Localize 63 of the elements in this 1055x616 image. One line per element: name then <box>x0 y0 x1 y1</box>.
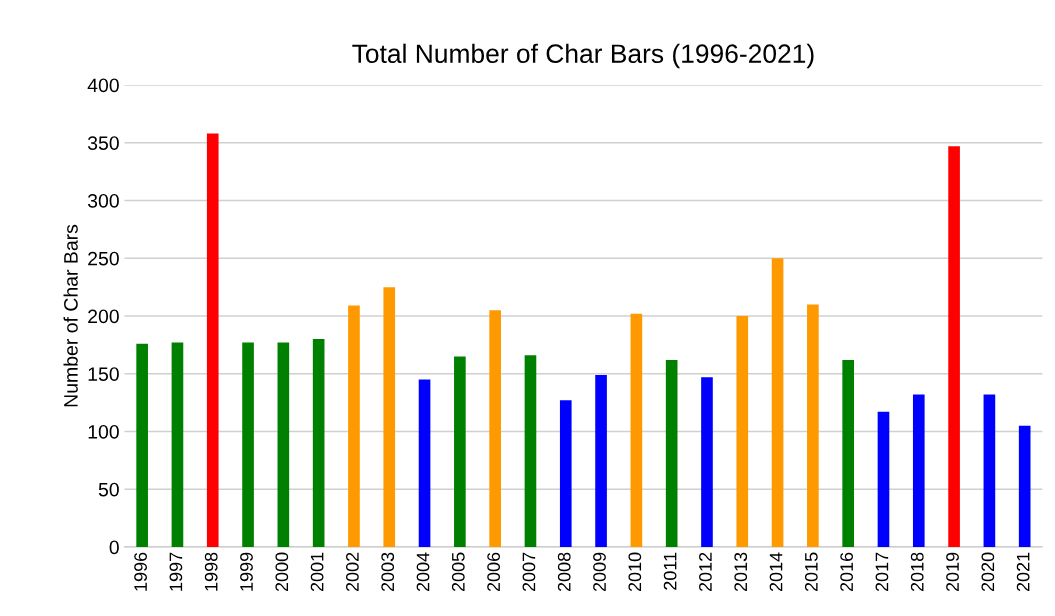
x-tick-label: 2011 <box>663 552 677 590</box>
y-tick-label: 150 <box>88 367 119 381</box>
bar <box>736 316 749 548</box>
x-tick-label: 2007 <box>522 552 536 592</box>
bar <box>312 339 325 548</box>
bar <box>206 133 219 548</box>
x-tick-label: 2003 <box>381 552 395 592</box>
x-tick-label: 1996 <box>134 552 147 591</box>
bar <box>877 411 890 548</box>
x-tick-label: 2010 <box>628 552 642 592</box>
x-tick-label: 2021 <box>1016 552 1030 592</box>
bar <box>842 359 854 548</box>
x-tick-label: 2018 <box>910 552 924 592</box>
x-tick-label: 2014 <box>769 552 783 592</box>
x-tick-label: 2005 <box>451 552 465 592</box>
x-tick-label: 1999 <box>240 552 253 591</box>
x-tick-label: 2013 <box>734 552 748 592</box>
x-tick-label: 2016 <box>840 552 854 592</box>
x-tick-label: 2020 <box>981 552 995 592</box>
bar <box>665 359 678 548</box>
x-tick-label: 2008 <box>557 552 571 592</box>
y-tick-label: 0 <box>109 540 119 555</box>
x-tick-label: 2004 <box>416 552 430 592</box>
bar <box>348 305 360 548</box>
bar <box>136 343 148 548</box>
x-tick-label: 2017 <box>875 552 889 592</box>
bar <box>454 356 466 548</box>
x-tick-label: 2002 <box>346 552 359 592</box>
x-tick-label: 2009 <box>593 552 606 592</box>
bar <box>948 146 960 548</box>
y-tick-label: 50 <box>98 482 119 497</box>
x-tick-label: 1997 <box>169 552 183 591</box>
y-tick-label: 250 <box>88 251 119 266</box>
bar <box>418 379 431 548</box>
x-tick-label: 2012 <box>699 552 712 592</box>
bar <box>277 342 290 548</box>
y-axis-title: Number of Char Bars <box>63 224 78 407</box>
x-tick-label: 2000 <box>275 552 289 592</box>
bar <box>983 394 996 548</box>
bar <box>524 355 537 548</box>
y-tick-label: 400 <box>87 78 119 93</box>
y-tick-label: 350 <box>87 136 119 150</box>
bar <box>383 287 396 548</box>
x-tick-label: 2006 <box>487 552 501 592</box>
bar <box>595 374 607 548</box>
y-tick-label: 100 <box>88 424 119 439</box>
y-tick-label: 200 <box>88 309 119 324</box>
x-tick-label: 2015 <box>804 552 818 592</box>
bar <box>771 258 784 548</box>
bar <box>559 400 572 548</box>
bar <box>1018 425 1031 548</box>
bar <box>489 310 501 548</box>
bar <box>630 313 643 548</box>
x-tick-label: 1998 <box>204 552 218 591</box>
bar <box>242 342 254 548</box>
bar <box>807 304 819 548</box>
bar <box>912 394 925 548</box>
bar <box>701 377 713 548</box>
x-tick-label: 2001 <box>310 552 324 592</box>
chart-title: Total Number of Char Bars (1996-2021) <box>352 43 814 69</box>
bar <box>171 342 184 548</box>
y-tick-label: 300 <box>87 193 119 208</box>
x-tick-label: 2019 <box>946 552 959 592</box>
